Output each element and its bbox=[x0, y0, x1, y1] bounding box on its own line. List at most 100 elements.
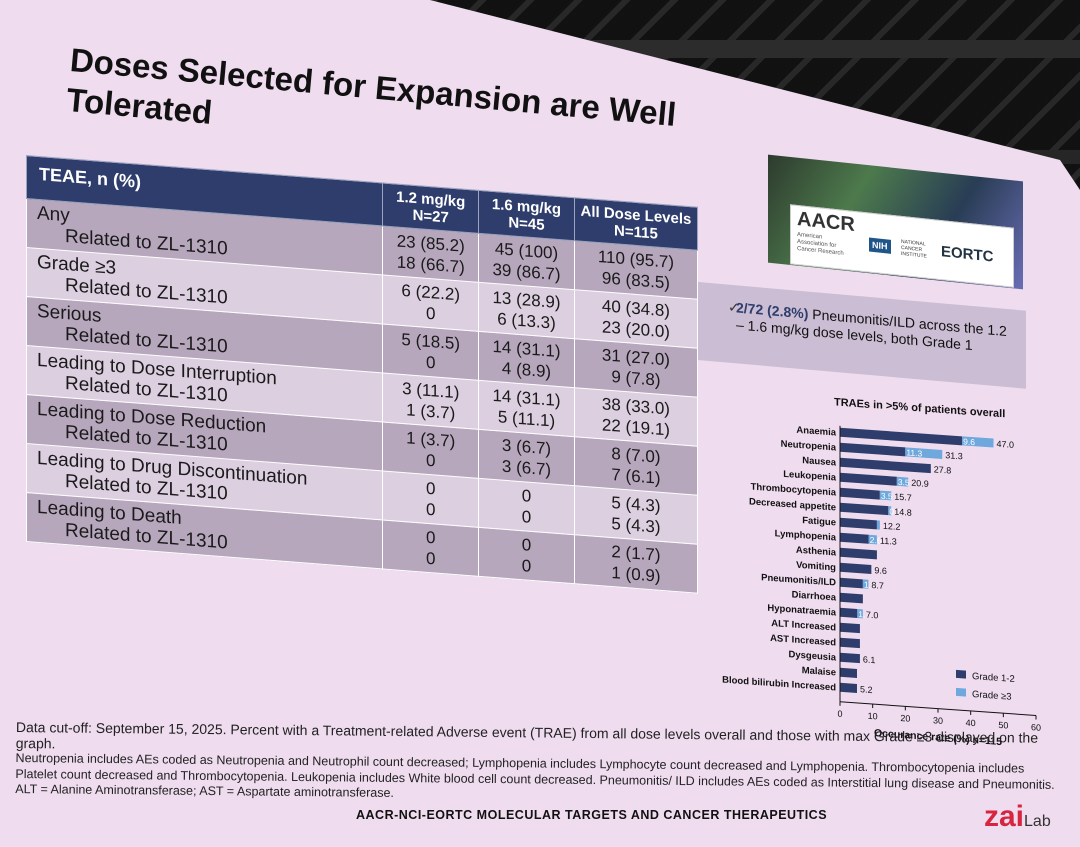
bar-grade3 bbox=[896, 476, 909, 487]
total-label: 47.0 bbox=[997, 439, 1015, 450]
bar-grade12 bbox=[840, 577, 863, 589]
bar-grade3 bbox=[876, 520, 880, 530]
bar-grade12 bbox=[840, 427, 963, 446]
category-label: Dysgeusia bbox=[789, 649, 837, 663]
bar-grade3 bbox=[962, 436, 994, 448]
grade3-label: 1.7 bbox=[858, 609, 870, 620]
x-tick-label: 0 bbox=[837, 709, 842, 719]
aacr-logo-subtitle: American Association for Cancer Research bbox=[797, 231, 844, 257]
legend-swatch-grade12 bbox=[956, 669, 966, 679]
slide-title: Doses Selected for Expansion are Well To… bbox=[64, 40, 678, 133]
category-label: AST Increased bbox=[770, 633, 836, 649]
bar-grade12 bbox=[840, 667, 857, 678]
callout-text: 2/72 (2.8%) Pneumonitis/ILD across the 1… bbox=[736, 299, 1016, 357]
category-label: Fatigue bbox=[802, 515, 836, 528]
legend-label-grade12: Grade 1-2 bbox=[972, 671, 1015, 685]
legend-label-grade3: Grade ≥3 bbox=[972, 689, 1011, 703]
total-label: 14.8 bbox=[894, 507, 912, 518]
total-label: 15.7 bbox=[894, 492, 912, 503]
grade3-label: 2.6 bbox=[870, 535, 882, 546]
trae-chart: TRAEs in >5% of patients overall Anaemia 9… bbox=[700, 380, 1070, 766]
row-category: Any bbox=[37, 202, 70, 227]
category-label: ALT Increased bbox=[771, 618, 836, 634]
total-label: 7.0 bbox=[866, 610, 879, 621]
category-label: Lymphopenia bbox=[775, 528, 837, 543]
total-label: 6.1 bbox=[863, 654, 876, 665]
conference-name: AACR-NCI-EORTC MOLECULAR TARGETS AND CAN… bbox=[356, 808, 828, 822]
legend-swatch-grade3 bbox=[956, 687, 966, 697]
x-tick-label: 40 bbox=[966, 718, 976, 729]
table-cell: 13 (28.9) 6 (13.3) bbox=[478, 282, 575, 339]
table-cell: 5 (18.5) 0 bbox=[382, 323, 479, 381]
bar-grade3 bbox=[862, 579, 869, 589]
table-cell: 23 (85.2) 18 (66.7) bbox=[382, 225, 479, 283]
grade3-label: 0.9 bbox=[889, 506, 901, 517]
bar-grade12 bbox=[840, 652, 860, 664]
x-tick-label: 10 bbox=[868, 711, 878, 722]
total-label: 9.6 bbox=[874, 565, 887, 576]
total-label: 8.7 bbox=[871, 580, 884, 591]
table-cell: 45 (100) 39 (86.7) bbox=[478, 233, 575, 290]
bar-grade12 bbox=[840, 532, 869, 544]
category-label: Hyponatraemia bbox=[767, 603, 836, 619]
bar-grade12 bbox=[840, 457, 931, 474]
grade3-label: 3.5 bbox=[881, 491, 893, 502]
table-cell: 14 (31.1) 5 (11.1) bbox=[478, 380, 575, 437]
trae-chart-svg: TRAEs in >5% of patients overall Anaemia 9… bbox=[722, 396, 1041, 748]
grade3-label: 9.6 bbox=[963, 436, 975, 447]
nci-logo-text: NATIONAL CANCER INSTITUTE bbox=[901, 238, 927, 260]
x-tick-label: 50 bbox=[998, 720, 1008, 731]
bar-grade12 bbox=[840, 622, 860, 634]
x-tick-label: 30 bbox=[933, 715, 943, 726]
total-label: 12.2 bbox=[883, 521, 901, 532]
category-label: Diarrhoea bbox=[792, 589, 837, 603]
total-label: 20.9 bbox=[911, 478, 929, 489]
zai-lab-logo: zaiLab bbox=[984, 800, 1051, 834]
bar-grade3 bbox=[857, 609, 863, 619]
category-label: Leukopenia bbox=[783, 469, 836, 484]
table-cell: 3 (11.1) 1 (3.7) bbox=[382, 372, 479, 430]
x-tick-label: 60 bbox=[1031, 722, 1041, 733]
total-label: 27.8 bbox=[934, 464, 952, 475]
grade3-label: 1.7 bbox=[864, 579, 876, 590]
bar-grade12 bbox=[840, 517, 877, 530]
zai-logo-small: Lab bbox=[1024, 813, 1051, 830]
total-label: 5.2 bbox=[860, 684, 873, 695]
total-label: 11.3 bbox=[880, 536, 897, 547]
x-tick-label: 20 bbox=[900, 713, 910, 724]
bar-grade12 bbox=[840, 592, 863, 604]
pneumonitis-callout: ✓ 2/72 (2.8%) Pneumonitis/ILD across the… bbox=[698, 282, 1026, 389]
nih-logo: NIH bbox=[869, 237, 891, 254]
category-label: Vomiting bbox=[796, 560, 836, 574]
bar-grade12 bbox=[840, 547, 877, 560]
table-cell: 2 (1.7) 1 (0.9) bbox=[574, 534, 698, 594]
grade3-label: 3.5 bbox=[898, 477, 910, 488]
category-label: Pneumonitis/ILD bbox=[761, 572, 836, 588]
bar-grade3 bbox=[879, 490, 892, 501]
category-label: Anaemia bbox=[796, 425, 836, 439]
category-label: Thrombocytopenia bbox=[751, 482, 837, 499]
category-label: Decreased appetite bbox=[749, 496, 836, 513]
bar-grade12 bbox=[840, 637, 860, 649]
col-header-1-2: 1.2 mg/kg N=27 bbox=[382, 182, 479, 234]
bar-grade12 bbox=[840, 607, 858, 619]
category-label: Neutropenia bbox=[781, 439, 837, 454]
footnote: Data cut-off: September 15, 2025. Percen… bbox=[15, 719, 1056, 808]
table-cell: 3 (6.7) 3 (6.7) bbox=[478, 429, 575, 486]
bar-grade12 bbox=[840, 472, 897, 486]
grade3-label: 11.3 bbox=[906, 447, 922, 458]
category-label: Asthenia bbox=[796, 545, 837, 559]
chart-title: TRAEs in >5% of patients overall bbox=[834, 396, 1005, 420]
bar-grade12 bbox=[840, 562, 872, 574]
eortc-logo: EORTC bbox=[941, 243, 994, 266]
bar-grade12 bbox=[840, 502, 889, 516]
zai-logo-main: zai bbox=[984, 800, 1025, 833]
total-label: 31.3 bbox=[945, 450, 963, 461]
row-subcategory: Related to ZL-1310 bbox=[65, 520, 228, 554]
bar-grade3 bbox=[905, 447, 943, 459]
